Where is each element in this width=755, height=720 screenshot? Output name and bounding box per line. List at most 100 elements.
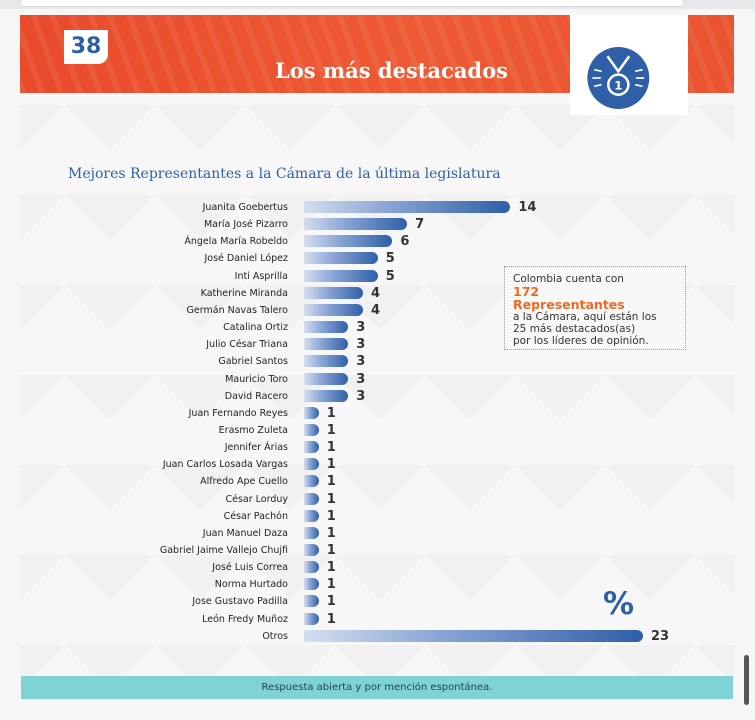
info-highlight-number: 172 xyxy=(513,284,540,299)
bar-value-label: 5 xyxy=(385,268,395,284)
bar xyxy=(304,423,319,436)
chart-row: Ángela María Robeldo 6 xyxy=(0,233,755,250)
bar xyxy=(304,372,349,385)
chart-row: Erasmo Zuleta 1 xyxy=(0,422,755,439)
bar xyxy=(304,286,363,299)
bar xyxy=(304,629,643,642)
bar-value-label: 1 xyxy=(326,422,336,438)
bar-label: Norma Hurtado xyxy=(214,579,288,591)
bar xyxy=(304,458,319,471)
chart-title: Mejores Representantes a la Cámara de la… xyxy=(68,166,501,182)
bar-value-label: 3 xyxy=(356,320,366,336)
bar-value-label: 4 xyxy=(370,285,380,301)
chart-row: Julio César Triana 3 xyxy=(0,336,755,353)
bar xyxy=(304,544,319,556)
bar-label: Julio César Triana xyxy=(206,339,288,351)
bar xyxy=(304,269,378,282)
bar xyxy=(304,441,319,454)
info-highlight-label: Representantes xyxy=(513,297,625,312)
bar-value-label: 6 xyxy=(400,234,410,250)
info-box: Colombia cuenta con 172 Representantes a… xyxy=(504,266,686,350)
chart-row: David Racero 3 xyxy=(0,388,755,405)
bar-value-label: 1 xyxy=(326,577,336,593)
bar-label: María José Pizarro xyxy=(203,219,288,231)
info-line-4: por los líderes de opinión. xyxy=(513,335,649,347)
bar-label: León Fredy Muñoz xyxy=(202,613,288,625)
bar-label: Juan Manuel Daza xyxy=(202,527,288,539)
bar-value-label: 1 xyxy=(326,611,336,627)
chart-row: Jennifer Árias 1 xyxy=(0,439,755,456)
bar-label: César Pachón xyxy=(223,510,288,522)
bar-label: José Luis Correa xyxy=(212,562,288,574)
bar xyxy=(304,252,378,265)
bar xyxy=(304,218,408,231)
bar xyxy=(304,561,319,574)
scrollbar-thumb[interactable] xyxy=(744,655,749,705)
document-page xyxy=(20,15,734,720)
bar-label: Juan Carlos Losada Vargas xyxy=(162,459,288,471)
chart-row: José Daniel López 5 xyxy=(0,250,755,267)
chart-row: César Lorduy 1 xyxy=(0,491,755,508)
bar xyxy=(304,235,393,248)
chart-row: Juan Manuel Daza 1 xyxy=(0,525,755,542)
bar-value-label: 3 xyxy=(356,371,366,387)
bar-label: Juanita Goebertus xyxy=(202,202,288,213)
bar-label: Erasmo Zuleta xyxy=(218,424,288,436)
bar xyxy=(304,303,363,316)
bar-value-label: 5 xyxy=(385,251,395,267)
bar-label: Germán Navas Talero xyxy=(186,304,288,316)
bar-label: Otros xyxy=(262,630,288,642)
chart-row: Alfredo Ape Cuello 1 xyxy=(0,473,755,490)
bar-value-label: 1 xyxy=(326,457,336,473)
chart-row: Norma Hurtado 1 xyxy=(0,576,755,593)
bar-label: Alfredo Ape Cuello xyxy=(200,476,288,488)
bar-label: Mauricio Toro xyxy=(225,373,288,385)
bar-value-label: 1 xyxy=(326,405,336,421)
bar xyxy=(304,338,349,351)
bar-value-label: 1 xyxy=(326,474,336,490)
bar-value-label: 1 xyxy=(326,508,336,524)
bar-label: Jose Gustavo Padilla xyxy=(192,596,288,608)
bar xyxy=(304,389,349,402)
previous-page-edge xyxy=(22,0,682,7)
bar-label: Catalina Ortiz xyxy=(223,322,288,334)
chart-row: Katherine Miranda 4 xyxy=(0,285,755,302)
bar-label: Jennifer Árias xyxy=(224,442,288,454)
bar xyxy=(304,406,319,419)
chart-row: Juanita Goebertus 14 xyxy=(0,199,755,216)
bar-label: Juan Fernando Reyes xyxy=(188,407,288,419)
chart-row: Catalina Ortiz 3 xyxy=(0,319,755,336)
chart-row: José Luis Correa 1 xyxy=(0,559,755,576)
chart-row: Mauricio Toro 3 xyxy=(0,371,755,388)
chart-row: Juan Fernando Reyes 1 xyxy=(0,405,755,422)
bar xyxy=(304,612,319,625)
bar-label: Gabriel Jaime Vallejo Chujfi xyxy=(159,545,288,556)
page-title: Los más destacados xyxy=(275,58,508,83)
bar-label: Ángela María Robeldo xyxy=(184,236,288,248)
chart-row: Jose Gustavo Padilla 1 xyxy=(0,593,755,610)
bar-value-label: 1 xyxy=(326,525,336,541)
bar-value-label: 4 xyxy=(370,302,380,318)
bar xyxy=(304,475,319,488)
info-line-2: a la Cámara, aquí están los xyxy=(513,311,657,323)
medal-number: 1 xyxy=(614,79,622,93)
bar xyxy=(304,355,349,368)
bar xyxy=(304,321,349,334)
bar-value-label: 1 xyxy=(326,543,336,558)
medal-icon: 1 xyxy=(587,47,650,109)
bar-label: Gabriel Santos xyxy=(218,356,288,368)
footer-note: Respuesta abierta y por mención espontán… xyxy=(21,676,733,699)
bar-value-label: 1 xyxy=(326,491,336,507)
bar-value-label: 1 xyxy=(326,440,336,456)
bar-label: David Racero xyxy=(224,390,288,402)
bar-label: José Daniel López xyxy=(204,253,288,265)
bar-value-label: 14 xyxy=(518,200,537,215)
chart-row: León Fredy Muñoz 1 xyxy=(0,611,755,628)
bar-label: César Lorduy xyxy=(225,493,288,505)
bar-label: Inti Asprilla xyxy=(234,270,288,282)
bar xyxy=(304,492,319,505)
chart-row: Otros 23 xyxy=(0,628,755,645)
bar xyxy=(304,509,319,522)
bar xyxy=(304,201,511,213)
percent-symbol: % xyxy=(603,586,635,622)
